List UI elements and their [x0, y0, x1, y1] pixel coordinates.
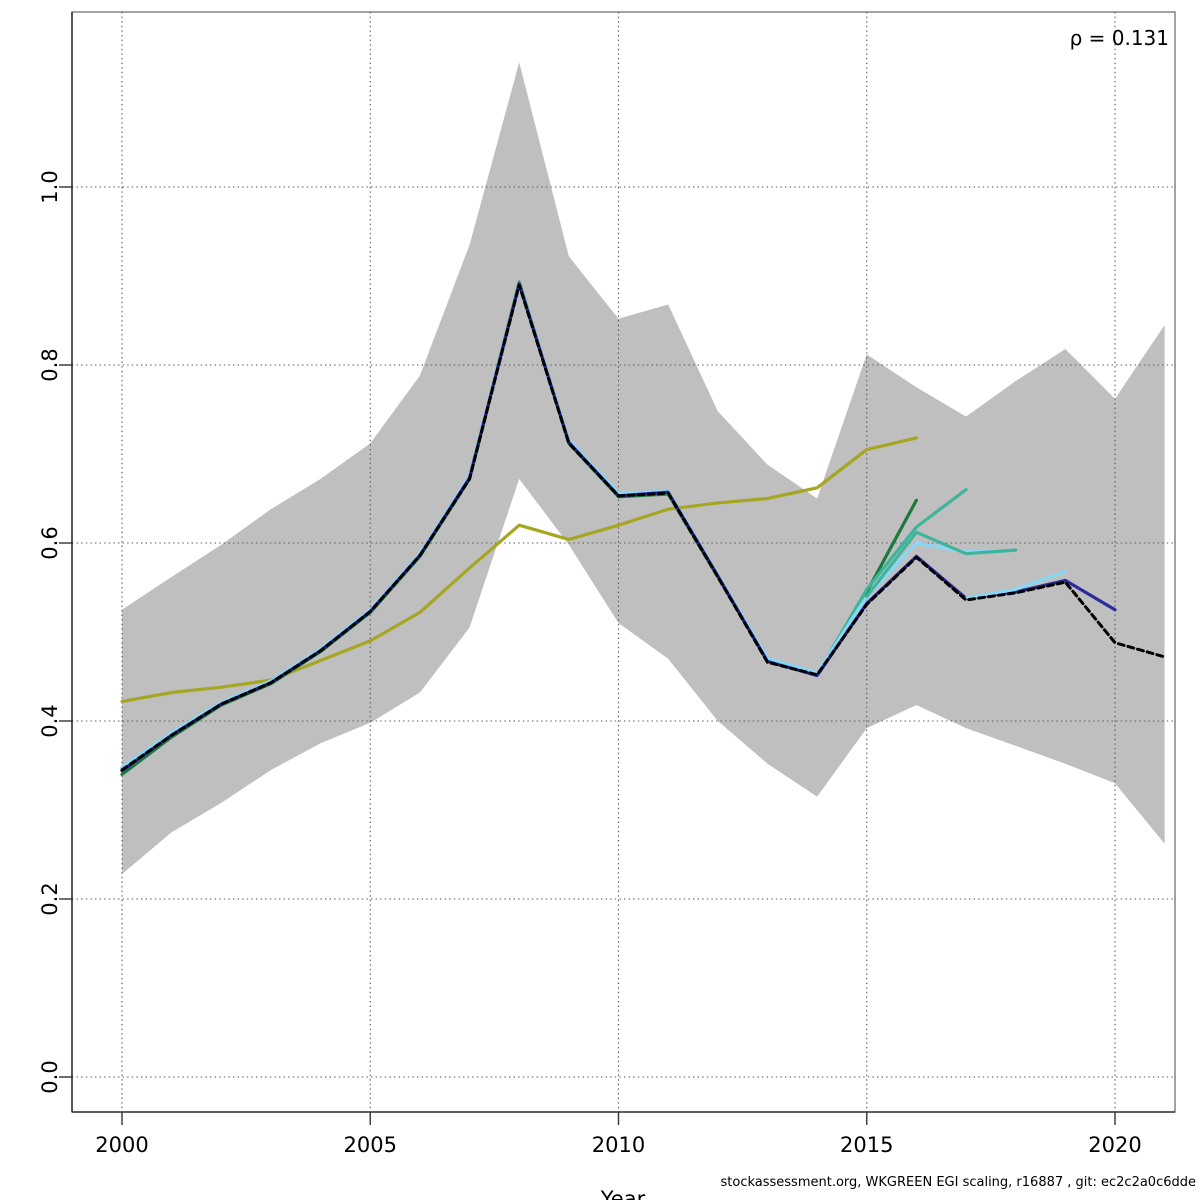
series-line-olive-run: [120, 436, 918, 704]
footer-credit: stockassessment.org, WKGREEN EGI scaling…: [721, 1175, 1197, 1190]
x-tick-label: 2015: [840, 1133, 893, 1157]
axis-ticks: 2000 2005 2010 2015 2020 0.0 0.2 0.4 0.6 0.8 1.0: [38, 170, 1142, 1157]
y-tick-label: 0.0: [38, 1060, 62, 1093]
x-tick-label: 2020: [1088, 1133, 1141, 1157]
y-tick-label: 1.0: [38, 170, 62, 203]
confidence-band: [122, 62, 1165, 875]
series-line-sea-green-run: [865, 530, 1018, 598]
y-tick-label: 0.8: [38, 348, 62, 381]
x-tick-label: 2010: [592, 1133, 645, 1157]
x-tick-label: 2000: [95, 1133, 148, 1157]
series-line-light-blue-terminal: [964, 569, 1067, 600]
series-group: [120, 280, 1167, 776]
y-tick-label: 0.2: [38, 882, 62, 915]
y-tick-label: 0.6: [38, 526, 62, 559]
x-tick-label: 2005: [344, 1133, 397, 1157]
x-axis-title: Year: [600, 1187, 646, 1200]
series-line-black-dashed-final: [120, 283, 1167, 772]
gridlines: [72, 12, 1175, 1112]
y-tick-label: 0.4: [38, 704, 62, 737]
y-axis-title: F: [0, 554, 1, 566]
rho-annotation: ρ = 0.131: [1070, 26, 1169, 50]
